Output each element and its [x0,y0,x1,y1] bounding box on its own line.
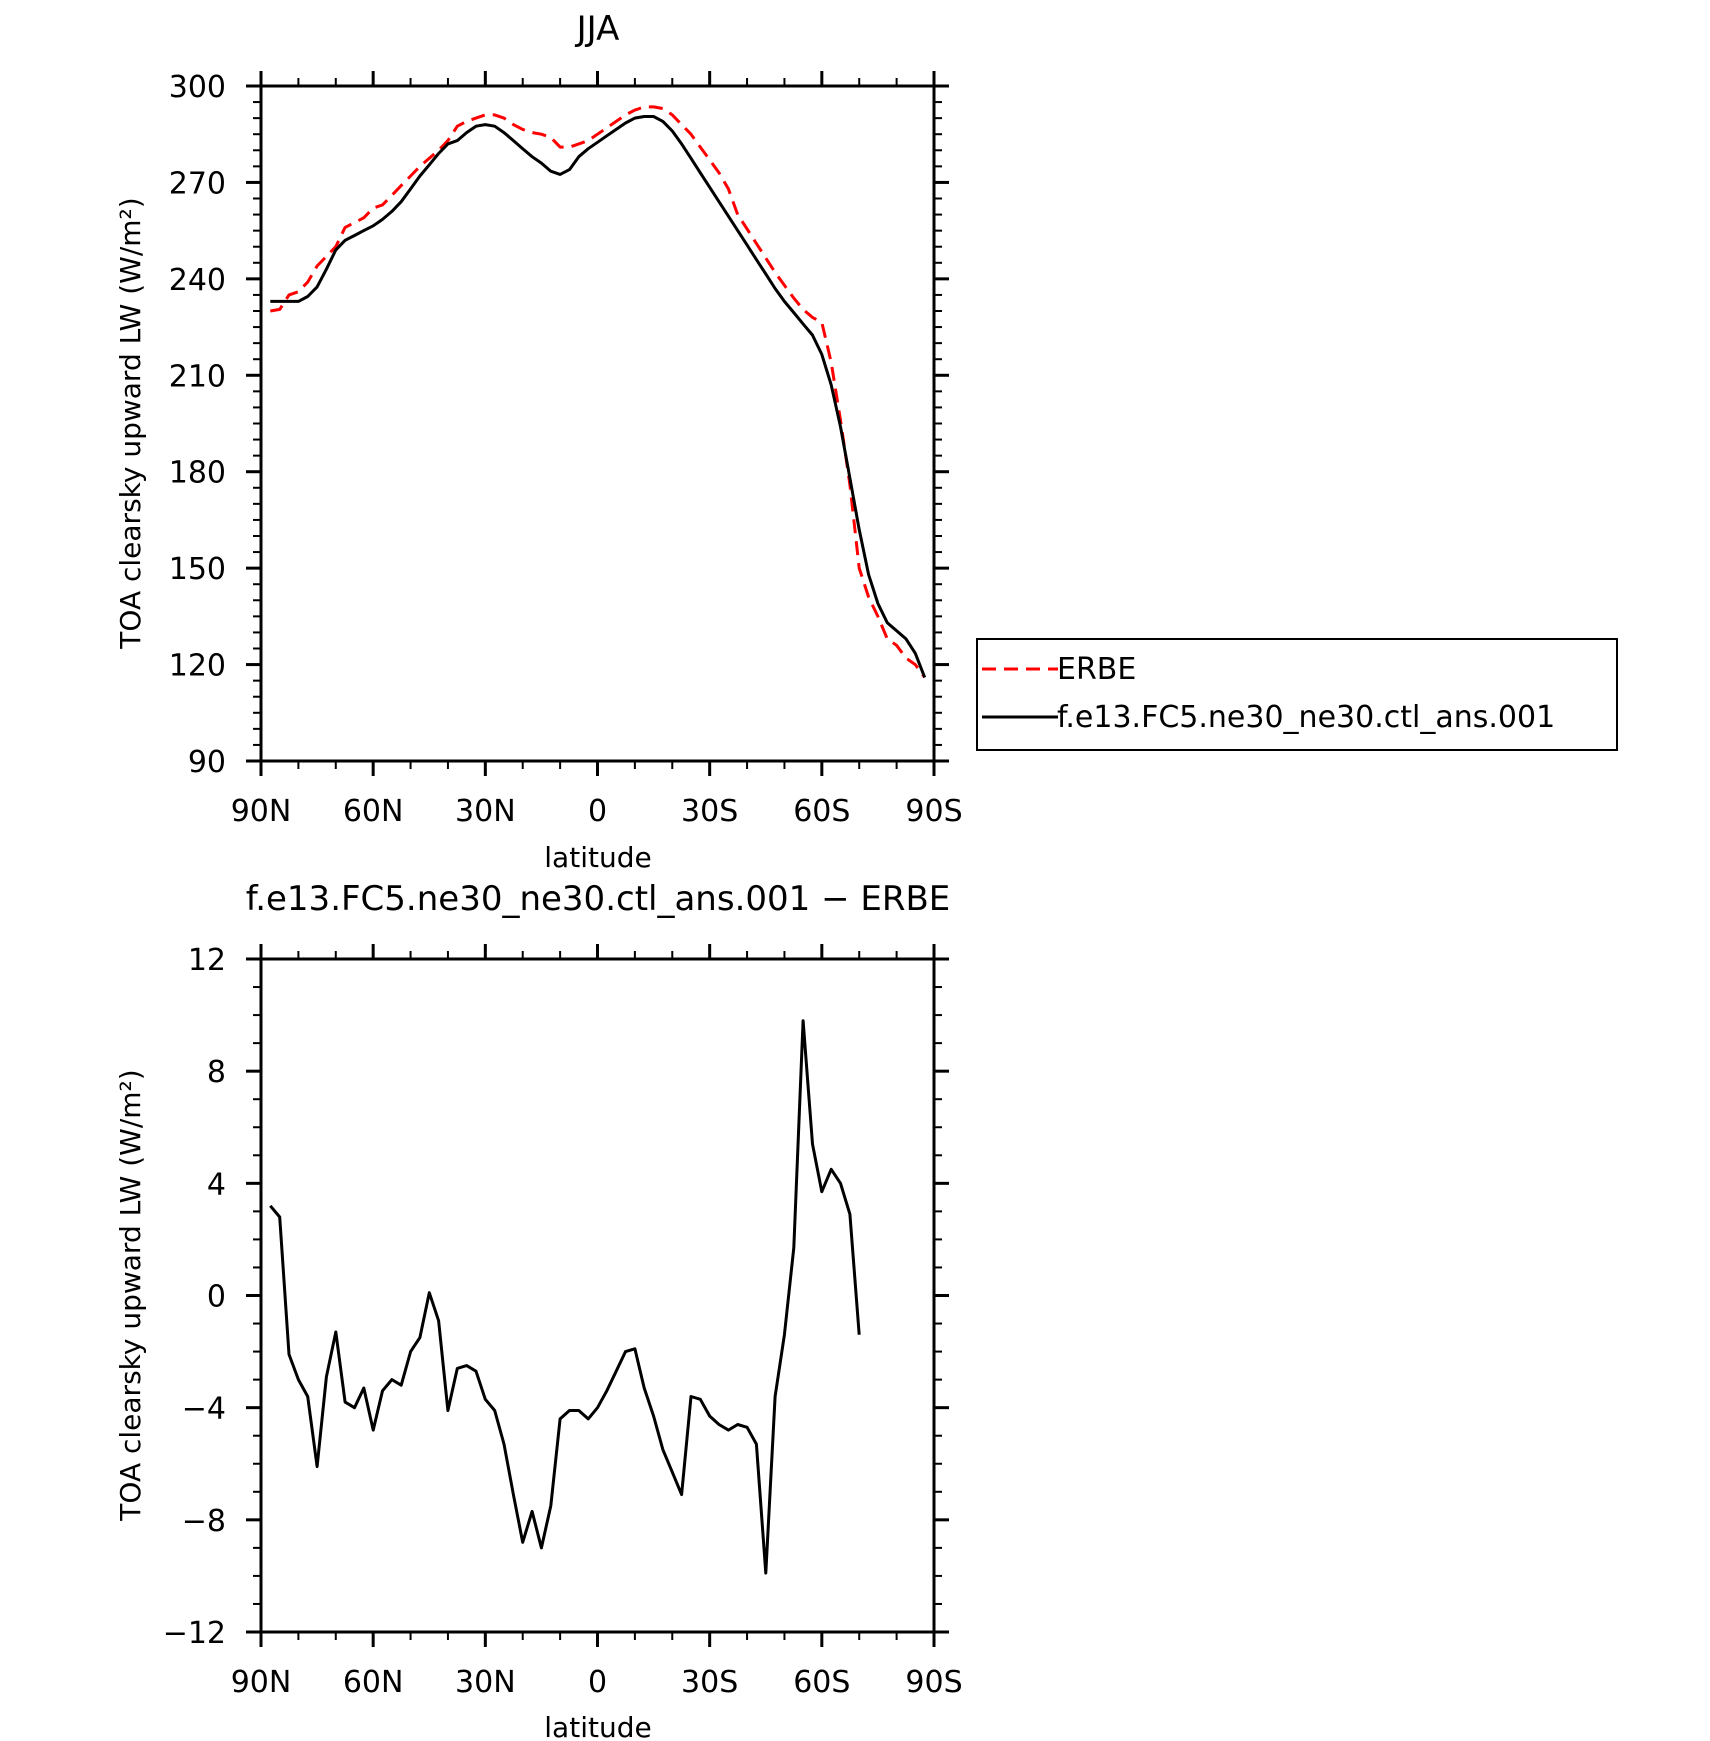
y-tick-label: 210 [169,359,226,394]
y-tick-label: 90 [188,745,226,780]
x-tick-label: 90N [231,794,292,829]
x-tick-label: 60N [343,794,404,829]
y-tick-label: −12 [163,1616,226,1651]
x-tick-label: 60N [343,1665,404,1700]
y-tick-label: 4 [207,1167,226,1202]
x-tick-label: 30S [681,1665,738,1700]
y-tick-label: −8 [182,1504,226,1539]
series-line-1 [270,115,927,678]
chart-title: JJA [575,9,620,49]
bottom-series-group [269,1019,861,1575]
legend: ERBE f.e13.FC5.ne30_ne30.ctl_ans.001 [976,638,1618,751]
bottom-panel: f.e13.FC5.ne30_ne30.ctl_ans.001 − ERBE 9… [114,879,963,1741]
x-tick-label: 30S [681,794,738,829]
y-tick-label: 12 [188,943,226,978]
series-line-0 [269,1019,861,1575]
y-tick-label: 270 [169,166,226,201]
x-tick-label: 30N [455,794,516,829]
y-tick-label: −4 [182,1392,226,1427]
x-tick-label: 90S [905,1665,962,1700]
y-tick-label: 120 [169,649,226,684]
y-tick-label: 150 [169,552,226,587]
x-axis-label: latitude [544,1711,651,1741]
y-tick-label: 0 [207,1280,226,1315]
y-tick-label: 8 [207,1055,226,1090]
x-tick-label: 0 [588,794,607,829]
y-tick-label: 300 [169,70,226,105]
legend-label-model: f.e13.FC5.ne30_ne30.ctl_ans.001 [1057,700,1555,735]
legend-label-erbe: ERBE [1057,652,1136,687]
x-tick-label: 60S [793,794,850,829]
plot-frame [259,957,936,1634]
x-tick-labels: 90N 60N 30N 0 30S 60S 90S [231,794,963,829]
x-tick-label: 90N [231,1665,292,1700]
plot-frame [259,84,936,763]
x-tick-label: 90S [905,794,962,829]
x-tick-labels: 90N 60N 30N 0 30S 60S 90S [231,1665,963,1700]
y-tick-label: 180 [169,456,226,491]
top-panel: JJA 90N 60N 30N 0 30S 60S 90S 90 120 150 180 210 24… [114,9,963,874]
y-tick-labels: 90 120 150 180 210 240 270 300 [169,70,226,780]
series-line-0 [270,105,926,679]
legend-box [976,638,1618,751]
chart-title: f.e13.FC5.ne30_ne30.ctl_ans.001 − ERBE [246,879,951,919]
x-tick-label: 30N [455,1665,516,1700]
y-axis-label: TOA clearsky upward LW (W/m²) [114,197,147,649]
y-tick-label: 240 [169,263,226,298]
top-ticks [246,71,949,776]
bottom-ticks [246,944,949,1647]
x-tick-label: 60S [793,1665,850,1700]
y-axis-label: TOA clearsky upward LW (W/m²) [114,1069,147,1521]
x-tick-label: 0 [588,1665,607,1700]
x-axis-label: latitude [544,841,651,874]
y-tick-labels: −12 −8 −4 0 4 8 12 [163,943,226,1651]
top-series-group [270,105,927,679]
